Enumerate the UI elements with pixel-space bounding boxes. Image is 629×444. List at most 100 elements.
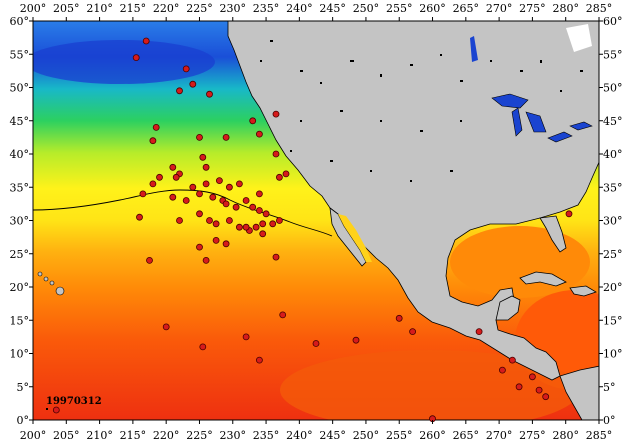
y-tick-label-left: 55° <box>10 48 30 61</box>
y-tick-label-right: 0° <box>603 414 616 427</box>
station-marker <box>509 356 516 364</box>
station-marker <box>262 210 270 218</box>
station-marker <box>275 217 283 224</box>
cold-core <box>33 40 215 84</box>
station-marker <box>232 203 240 211</box>
y-tick-label-left: 40° <box>10 148 30 161</box>
x-tick-label-bottom: 275° <box>519 429 546 442</box>
y-tick-label-left: 5° <box>17 381 30 394</box>
x-tick-label-top: 200° <box>20 2 47 15</box>
station-marker <box>212 236 220 244</box>
date-marker <box>46 408 48 410</box>
y-tick-label-right: 25° <box>603 248 623 261</box>
station-marker <box>202 163 210 171</box>
station-marker <box>242 223 250 231</box>
x-tick-label-top: 240° <box>286 2 313 15</box>
station-marker <box>182 197 190 204</box>
station-marker <box>156 173 163 181</box>
x-axis-bottom: 200° 205° 210° 215° 220° 225° 230° 235° 240° 245°… <box>20 420 613 442</box>
station-marker <box>272 253 280 261</box>
y-tick-label-left: 15° <box>10 314 30 327</box>
station-marker <box>169 193 177 201</box>
station-marker <box>172 173 180 181</box>
station-marker <box>202 256 210 264</box>
x-tick-label-top: 255° <box>386 2 413 15</box>
y-tick-label-left: 25° <box>10 248 30 261</box>
x-tick-label-top: 235° <box>253 2 280 15</box>
station-marker <box>152 124 160 131</box>
station-marker <box>196 210 203 218</box>
station-marker <box>282 170 290 178</box>
station-marker <box>189 183 197 191</box>
x-tick-label-bottom: 225° <box>186 429 213 442</box>
y-tick-label-left: 10° <box>10 348 30 361</box>
y-tick-label-left: 20° <box>10 281 30 294</box>
station-marker <box>255 207 263 214</box>
y-tick-label-right: 5° <box>603 381 616 394</box>
station-marker <box>206 217 213 224</box>
yucatan <box>495 295 521 321</box>
station-marker <box>222 133 230 141</box>
x-tick-label-bottom: 285° <box>586 429 613 442</box>
station-marker <box>149 137 157 145</box>
y-tick-label-right: 60° <box>603 15 623 28</box>
x-tick-label-bottom: 230° <box>220 429 247 442</box>
station-marker <box>225 183 233 191</box>
station-marker <box>272 150 280 158</box>
y-tick-label-left: 60° <box>10 15 30 28</box>
florida <box>539 215 567 253</box>
y-axis-left: 0° 5° 10° 15° 20° 25° 30° 35° 40° 45° 50° 55° 60° <box>10 15 33 427</box>
station-marker <box>225 217 233 224</box>
x-axis-top: 200° 205° 210° 215° 220° 225° 230° 235° 240° 245°… <box>20 2 612 21</box>
x-tick-label-bottom: 215° <box>120 429 147 442</box>
station-marker <box>146 256 153 264</box>
station-marker <box>259 230 267 238</box>
station-marker <box>312 340 320 347</box>
station-marker <box>189 80 197 88</box>
x-tick-label-top: 225° <box>186 2 213 15</box>
station-marker <box>269 220 277 228</box>
station-marker <box>498 366 506 374</box>
station-marker <box>529 373 536 381</box>
x-tick-label-bottom: 250° <box>353 429 380 442</box>
station-marker <box>255 356 263 364</box>
x-tick-label-bottom: 240° <box>286 429 313 442</box>
x-tick-label-bottom: 260° <box>419 429 446 442</box>
station-marker <box>199 343 207 351</box>
station-marker <box>222 240 230 248</box>
x-tick-label-bottom: 280° <box>552 429 579 442</box>
x-tick-label-top: 265° <box>453 2 480 15</box>
north-america-land <box>227 21 599 381</box>
station-marker <box>242 197 250 204</box>
south-america-land <box>559 365 599 420</box>
x-tick-label-bottom: 235° <box>253 429 280 442</box>
station-marker <box>209 193 217 201</box>
x-tick-label-top: 220° <box>153 2 180 15</box>
station-marker <box>409 328 417 336</box>
station-marker <box>272 110 280 118</box>
station-marker <box>249 117 257 125</box>
y-tick-label-left: 0° <box>17 414 30 427</box>
station-marker <box>196 243 203 251</box>
station-marker <box>199 153 207 161</box>
station-marker <box>169 163 177 171</box>
x-tick-label-bottom: 270° <box>486 429 513 442</box>
station-marker <box>162 323 170 331</box>
station-marker <box>222 200 230 208</box>
northeast-patch <box>566 24 592 52</box>
station-marker <box>142 37 150 45</box>
x-tick-label-bottom: 265° <box>453 429 480 442</box>
x-tick-label-bottom: 210° <box>86 429 113 442</box>
station-marker <box>132 54 140 61</box>
x-tick-label-top: 245° <box>319 2 346 15</box>
station-marker <box>206 90 213 98</box>
station-marker <box>255 130 263 138</box>
y-tick-label-right: 45° <box>603 115 623 128</box>
y-tick-label-right: 55° <box>603 48 623 61</box>
station-marker <box>259 220 267 228</box>
x-tick-label-top: 250° <box>353 2 380 15</box>
station-marker <box>535 386 543 394</box>
x-tick-label-top: 260° <box>419 2 446 15</box>
y-tick-label-right: 50° <box>603 82 623 95</box>
x-tick-label-bottom: 205° <box>53 429 80 442</box>
